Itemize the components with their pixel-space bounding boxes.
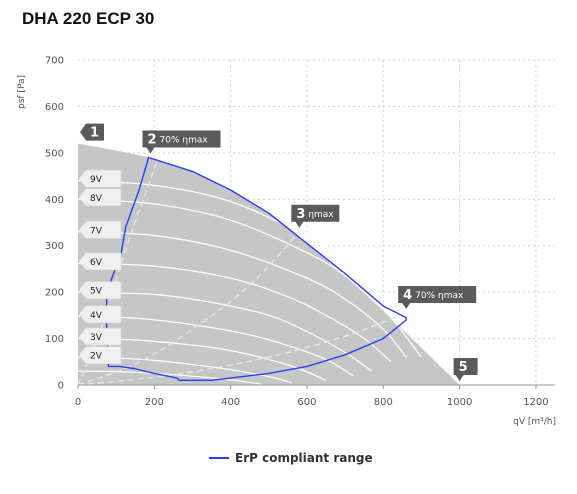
speed-curve xyxy=(77,315,354,377)
erp-range xyxy=(105,156,407,382)
y-tick-label: 200 xyxy=(45,288,64,299)
speed-label-tag xyxy=(78,220,122,239)
efficiency-dashed-line xyxy=(77,157,159,386)
speed-curve xyxy=(77,262,392,363)
speed-label-tag xyxy=(78,346,122,364)
envelope-area xyxy=(78,143,460,385)
callout-box xyxy=(453,358,478,381)
x-tick-label: 400 xyxy=(221,397,240,408)
speed-label-text: 9V xyxy=(90,175,103,185)
efficiency-dashed-line xyxy=(77,312,407,386)
callout-number: 4 xyxy=(403,288,412,303)
callout-1: 1 xyxy=(80,123,104,141)
speed-label-tag xyxy=(78,305,122,324)
x-tick-label: 1000 xyxy=(447,397,472,408)
speed-labels: 9V 8V 7V 6V 5V 4V 3V 2V xyxy=(78,169,122,364)
speed-label-text: 4V xyxy=(90,311,103,321)
speed-label-text: 6V xyxy=(90,258,103,268)
speed-label-7V: 7V xyxy=(78,220,122,239)
x-tick-label: 0 xyxy=(75,397,81,408)
speed-label-text: 8V xyxy=(90,194,103,204)
y-tick-label: 100 xyxy=(45,334,64,345)
speed-label-tag xyxy=(78,327,122,346)
x-axis-label: qV [m³/h] xyxy=(513,417,556,427)
speed-label-text: 2V xyxy=(90,352,103,362)
speed-label-5V: 5V xyxy=(78,281,122,299)
efficiency-dashed-lines xyxy=(77,157,407,386)
speed-label-2V: 2V xyxy=(78,346,122,364)
speed-label-9V: 9V xyxy=(78,169,122,188)
speed-label-3V: 3V xyxy=(78,327,122,346)
speed-curve xyxy=(77,291,373,372)
y-tick-label: 0 xyxy=(58,381,64,392)
callout-text: 70% ηmax xyxy=(415,291,464,301)
callout-2: 2 70% ηmax xyxy=(142,130,221,154)
speed-label-tag xyxy=(78,281,122,299)
callout-box xyxy=(142,130,221,154)
callout-box xyxy=(80,123,104,141)
callout-4: 4 70% ηmax xyxy=(398,286,477,310)
x-tick-label: 600 xyxy=(297,397,316,408)
y-tick-label: 700 xyxy=(45,56,64,67)
speed-label-4V: 4V xyxy=(78,305,122,324)
x-tick-label: 1200 xyxy=(523,397,548,408)
x-tick-label: 800 xyxy=(374,397,393,408)
speed-label-8V: 8V xyxy=(78,188,122,207)
legend[interactable]: ErP compliant range xyxy=(209,451,373,465)
callout-text: ηmax xyxy=(308,210,334,220)
callout-number: 5 xyxy=(459,360,468,375)
legend-swatch xyxy=(209,457,229,459)
callout-3: 3 ηmax xyxy=(291,204,340,228)
y-tick-label: 500 xyxy=(45,148,64,159)
y-tick-label: 300 xyxy=(45,241,64,252)
callout-text: 70% ηmax xyxy=(160,136,209,146)
speed-label-tag xyxy=(78,188,122,207)
speed-curve xyxy=(77,337,327,381)
x-tick-label: 200 xyxy=(145,397,164,408)
operating-envelope xyxy=(78,143,460,385)
speed-curve xyxy=(77,180,442,367)
efficiency-dashed-line xyxy=(77,231,300,386)
y-tick-label: 400 xyxy=(45,195,64,206)
speed-curve xyxy=(77,231,407,358)
callout-number: 2 xyxy=(148,133,157,148)
axes: 0 100 200 300 400 500 600 700 0 200 400 600 800 1000 1… xyxy=(45,56,555,408)
speed-label-tag xyxy=(78,252,122,271)
speed-label-text: 3V xyxy=(90,333,103,343)
erp-range-line xyxy=(105,156,407,382)
callout-number: 3 xyxy=(296,207,305,222)
callout-number: 1 xyxy=(90,126,99,141)
legend-label: ErP compliant range xyxy=(235,451,373,465)
speed-label-text: 7V xyxy=(90,226,103,236)
callout-5: 5 xyxy=(453,358,478,381)
speed-label-text: 5V xyxy=(90,287,103,297)
chart-title: DHA 220 ECP 30 xyxy=(22,9,155,28)
speed-label-tag xyxy=(78,169,122,188)
callout-box xyxy=(398,286,477,310)
y-tick-label: 600 xyxy=(45,102,64,113)
fan-curve-chart: 0 100 200 300 400 500 600 700 0 200 400 600 800 1000 1… xyxy=(17,56,556,428)
speed-curve xyxy=(77,198,422,358)
speed-label-6V: 6V xyxy=(78,252,122,271)
y-axis-label: psf [Pa] xyxy=(17,75,27,109)
callout-box xyxy=(291,204,340,228)
